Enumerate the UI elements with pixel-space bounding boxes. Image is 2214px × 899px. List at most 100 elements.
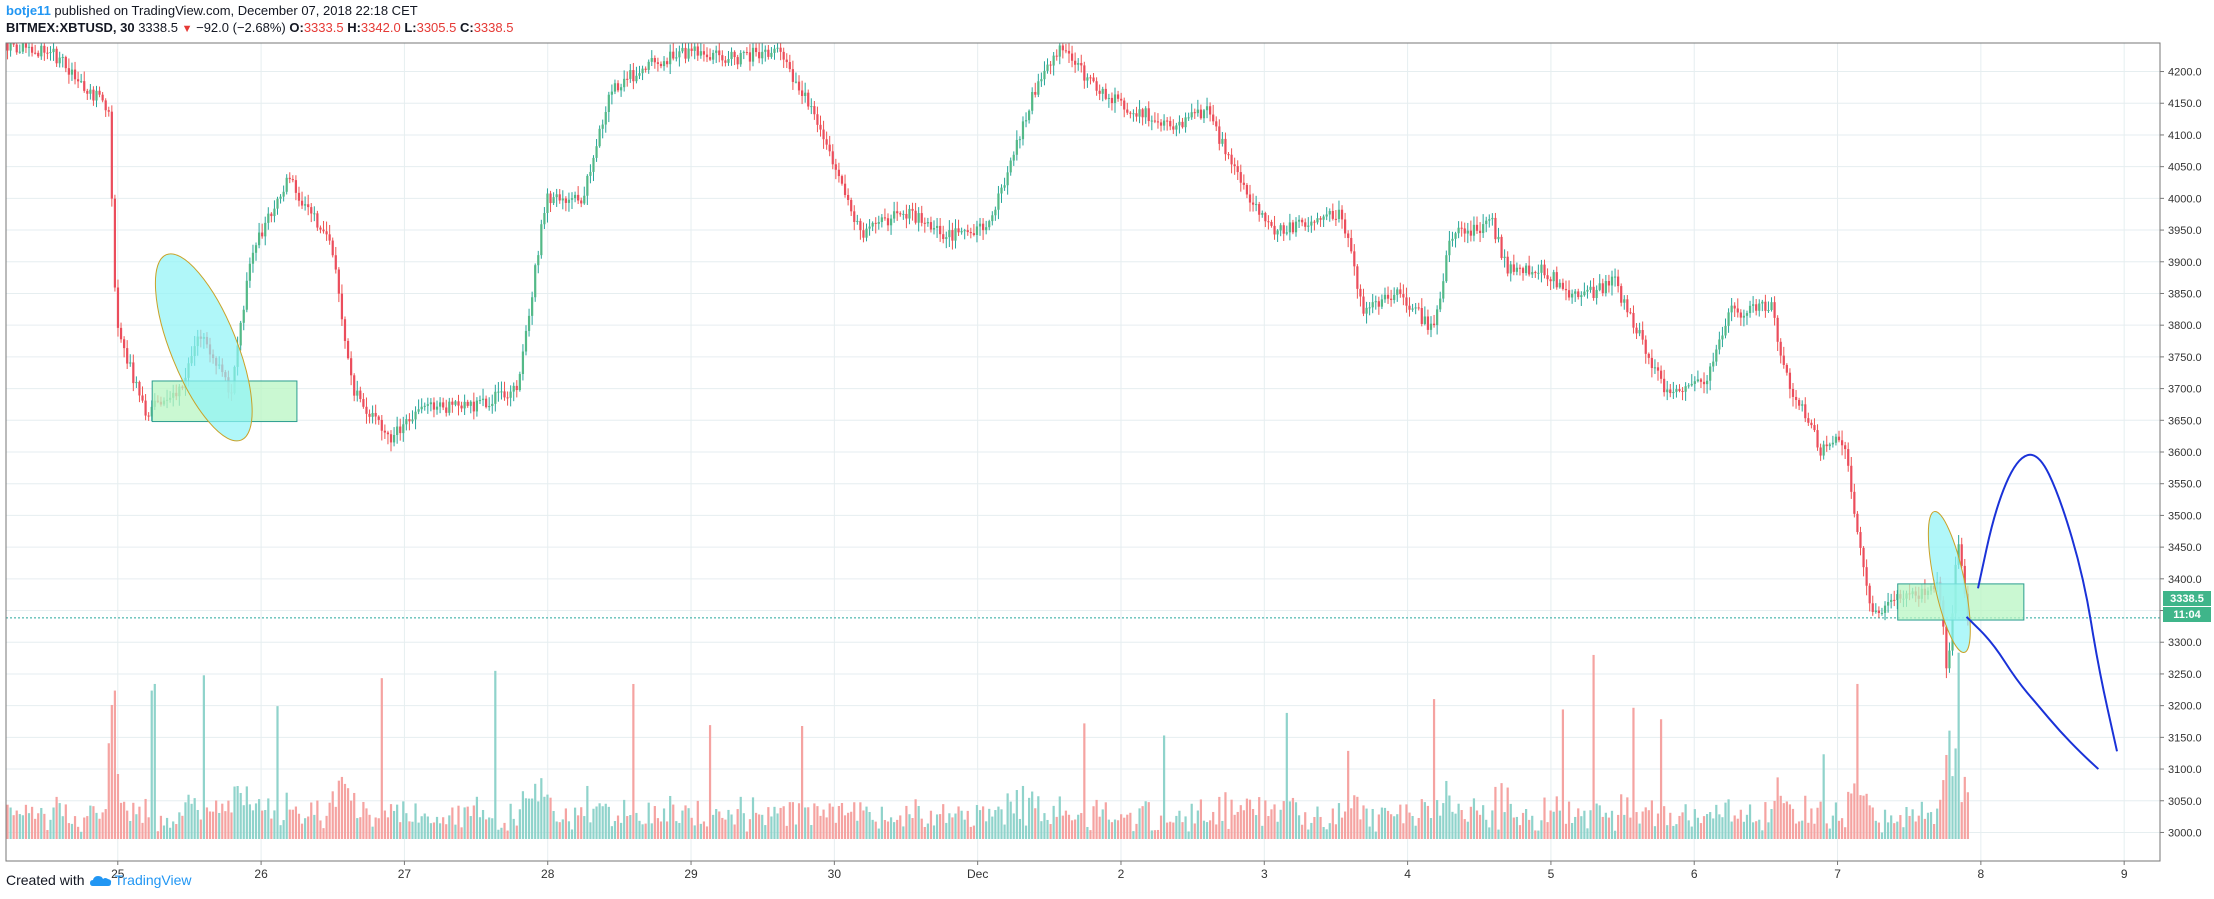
- candle-body: [340, 293, 344, 320]
- candle-body: [95, 90, 98, 101]
- y-tick-label: 3000.0: [2168, 827, 2202, 839]
- candle-body: [1420, 307, 1423, 324]
- volume-bar: [1147, 802, 1150, 839]
- candle-body: [1261, 213, 1264, 215]
- time-axis[interactable]: 25 26 27 28 29 30 Dec 2 3 4 5 6 7 8 9: [111, 861, 2128, 881]
- volume-bar: [304, 818, 307, 839]
- candle-body: [138, 381, 141, 396]
- candle-body: [954, 228, 957, 241]
- volume-bar: [399, 822, 402, 839]
- candle-body: [589, 171, 592, 176]
- candle-body: [248, 263, 251, 281]
- candle-body: [1126, 109, 1129, 113]
- candle-body: [681, 47, 684, 52]
- volume-bar: [1890, 815, 1893, 839]
- volume-bar: [681, 810, 684, 839]
- volume-bar: [205, 807, 209, 839]
- candle-body: [356, 390, 359, 396]
- candle-body: [1006, 172, 1009, 186]
- volume-bar: [1316, 806, 1319, 839]
- volume-bar: [889, 817, 893, 839]
- candle-body: [527, 315, 531, 331]
- candle-body: [1230, 154, 1233, 165]
- tradingview-brand[interactable]: TradingView: [114, 872, 192, 888]
- candle-body: [638, 73, 641, 76]
- candle-body: [239, 322, 242, 346]
- volume-bar: [1055, 816, 1058, 839]
- candle-body: [1890, 599, 1893, 602]
- volume-bar: [356, 818, 359, 839]
- volume-bar: [187, 794, 190, 839]
- volume-bar: [632, 683, 635, 839]
- candle-body: [1960, 544, 1963, 566]
- x-tick-label: 26: [254, 867, 268, 881]
- publish-info: published on TradingView.com, December 0…: [54, 3, 418, 18]
- candle-body: [1709, 366, 1712, 381]
- candle-body: [1098, 90, 1101, 94]
- candle-body: [1086, 77, 1089, 81]
- volume-bar: [1285, 712, 1288, 839]
- candle-body: [1512, 264, 1515, 272]
- candle-body: [1463, 228, 1466, 234]
- candle-body: [583, 195, 586, 204]
- x-tick-label: 7: [1834, 867, 1841, 881]
- candle-body: [902, 213, 905, 215]
- candle-body: [693, 46, 696, 51]
- volume-bar: [1255, 815, 1258, 839]
- volume-bar: [1475, 810, 1479, 839]
- candle-body: [273, 208, 276, 217]
- candle-body: [797, 81, 801, 91]
- volume-bar: [1626, 797, 1629, 839]
- candle-body: [1687, 385, 1690, 387]
- candle-body: [1120, 98, 1123, 101]
- candle-body: [1632, 312, 1635, 328]
- candle-body: [1715, 349, 1718, 362]
- candle-body: [316, 213, 319, 228]
- volume-bar: [1037, 796, 1040, 839]
- volume-bar: [396, 804, 399, 839]
- candle-body: [727, 58, 730, 63]
- candle-body: [1705, 380, 1709, 385]
- volume-bar: [156, 831, 159, 839]
- volume-bar: [592, 808, 595, 839]
- footer: Created with TradingView: [6, 872, 192, 888]
- volume-bar: [178, 812, 181, 839]
- price-axis[interactable]: 4200.0 4150.0 4100.0 4050.0 4000.0 3950.0 3900…: [2160, 67, 2202, 840]
- volume-bar: [813, 803, 816, 839]
- volume-bar: [1472, 798, 1476, 839]
- candle-body: [371, 412, 374, 417]
- candle-body: [1319, 218, 1322, 220]
- volume-bar: [175, 824, 178, 839]
- candle-body: [1448, 240, 1451, 256]
- drawings[interactable]: [136, 242, 2118, 770]
- volume-bar: [80, 831, 83, 839]
- candle-body: [1755, 304, 1758, 311]
- volume-bar: [1678, 815, 1681, 839]
- volume-bar: [451, 807, 454, 839]
- volume-bar: [285, 792, 288, 839]
- volume-bar: [1923, 818, 1927, 839]
- author-link[interactable]: botje11: [6, 3, 51, 18]
- volume-bar: [1288, 801, 1291, 839]
- volume-bar: [463, 807, 466, 839]
- volume-bar: [1276, 821, 1279, 839]
- volume-bar: [34, 818, 37, 839]
- candle-body: [1386, 294, 1390, 299]
- volume-bar: [911, 818, 914, 839]
- candle-body: [1061, 45, 1064, 51]
- volume-bar: [76, 826, 80, 839]
- volume-bar: [1960, 802, 1963, 839]
- volume-bar: [1770, 809, 1773, 839]
- candle-body: [779, 47, 782, 52]
- candle-body: [245, 280, 248, 310]
- candle-body: [448, 401, 451, 413]
- volume-bar: [1396, 814, 1399, 839]
- volume-bar: [865, 806, 868, 839]
- candle-body: [1135, 113, 1138, 117]
- volume-bar: [423, 813, 426, 839]
- candle-body: [291, 179, 294, 181]
- volume-bar: [1592, 654, 1595, 839]
- candle-body: [126, 348, 129, 364]
- volume-bar: [672, 804, 675, 839]
